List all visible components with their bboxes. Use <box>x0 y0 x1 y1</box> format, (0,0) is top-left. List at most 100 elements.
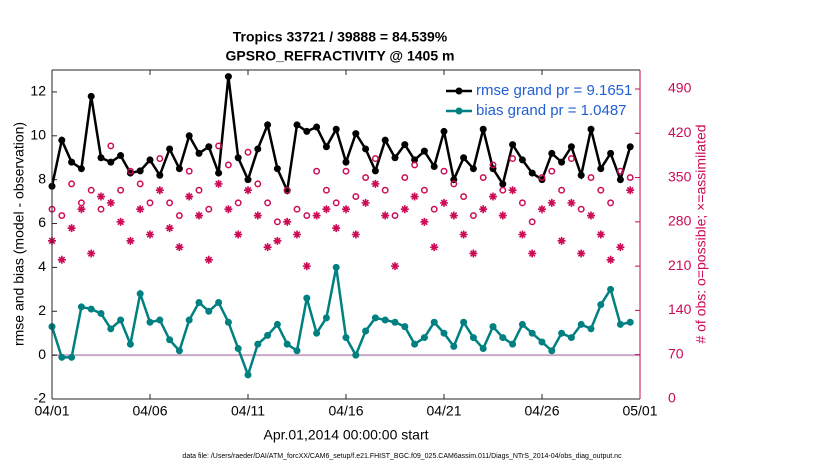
point <box>215 142 223 150</box>
point <box>97 205 105 213</box>
point <box>234 199 242 207</box>
y2-tick-label: 420 <box>668 124 692 140</box>
point <box>126 340 134 348</box>
point <box>215 298 223 306</box>
point <box>352 351 360 359</box>
point <box>166 145 174 153</box>
point <box>440 127 448 135</box>
point <box>362 174 370 182</box>
point <box>558 158 566 166</box>
point <box>156 171 164 179</box>
legend-label: bias grand pr = 1.0487 <box>476 102 627 119</box>
point <box>626 143 634 151</box>
point <box>460 193 468 200</box>
point <box>126 167 134 175</box>
point <box>68 353 76 361</box>
point <box>283 217 292 226</box>
point <box>518 320 526 328</box>
point <box>303 127 311 135</box>
point <box>391 262 399 271</box>
point <box>254 145 262 153</box>
point <box>499 180 507 188</box>
x-tick-label: 04/21 <box>426 403 461 419</box>
point <box>117 152 125 160</box>
x-tick-label: 04/11 <box>231 403 265 419</box>
point <box>332 125 340 133</box>
point <box>587 325 595 333</box>
point <box>204 255 213 264</box>
point <box>489 161 497 169</box>
chart-subtitle: GPSRO_REFRACTIVITY @ 1405 m <box>226 48 455 64</box>
point <box>430 205 438 213</box>
point <box>244 148 252 156</box>
point <box>362 145 370 153</box>
point <box>244 186 252 195</box>
point <box>508 186 517 195</box>
point <box>273 165 281 173</box>
point <box>264 121 272 129</box>
point <box>254 180 262 188</box>
point <box>215 169 223 177</box>
series <box>48 73 634 196</box>
y2-tick-label: 140 <box>668 301 692 317</box>
point <box>165 224 174 233</box>
point <box>430 318 438 326</box>
y-tick-label: -2 <box>34 390 47 406</box>
point <box>97 192 105 201</box>
point <box>332 199 340 207</box>
point <box>156 155 164 163</box>
point <box>283 186 291 194</box>
point <box>244 371 252 379</box>
point <box>361 198 370 207</box>
y-tick-label: 4 <box>38 258 46 274</box>
point <box>224 205 233 214</box>
point <box>87 305 95 313</box>
point <box>498 211 507 220</box>
point <box>126 236 135 245</box>
point <box>440 167 448 175</box>
point <box>87 92 95 100</box>
point <box>77 303 85 311</box>
point <box>401 174 409 182</box>
point <box>244 176 252 184</box>
y-tick-label: 6 <box>38 214 46 230</box>
y-tick-label: 10 <box>30 127 46 143</box>
point <box>175 347 183 355</box>
point <box>332 224 341 233</box>
point <box>371 155 379 163</box>
x-tick-label: 05/01 <box>622 403 657 419</box>
point <box>440 198 448 207</box>
point <box>518 199 526 207</box>
point <box>509 141 517 149</box>
point <box>538 338 546 346</box>
chart-title: Tropics 33721 / 39888 = 84.539% <box>233 29 448 45</box>
point <box>400 205 409 214</box>
point <box>195 186 203 194</box>
point <box>626 186 635 195</box>
point <box>107 325 115 333</box>
point <box>371 167 379 175</box>
y2-tick-label: 210 <box>668 257 692 273</box>
point <box>195 211 203 220</box>
point <box>558 329 566 337</box>
point <box>499 334 507 342</box>
point <box>518 230 527 239</box>
point <box>548 167 556 175</box>
y-tick-label: 8 <box>38 170 46 186</box>
point <box>479 174 487 182</box>
x-tick-label: 04/01 <box>34 403 69 419</box>
point <box>313 167 321 175</box>
point <box>411 161 419 169</box>
point <box>332 263 340 271</box>
point <box>126 169 134 177</box>
point <box>587 211 595 220</box>
point <box>234 345 242 353</box>
point <box>469 212 477 219</box>
point <box>577 320 585 328</box>
point <box>224 73 232 81</box>
point <box>459 230 468 239</box>
point <box>469 249 478 258</box>
point <box>528 169 536 177</box>
point <box>587 174 595 182</box>
